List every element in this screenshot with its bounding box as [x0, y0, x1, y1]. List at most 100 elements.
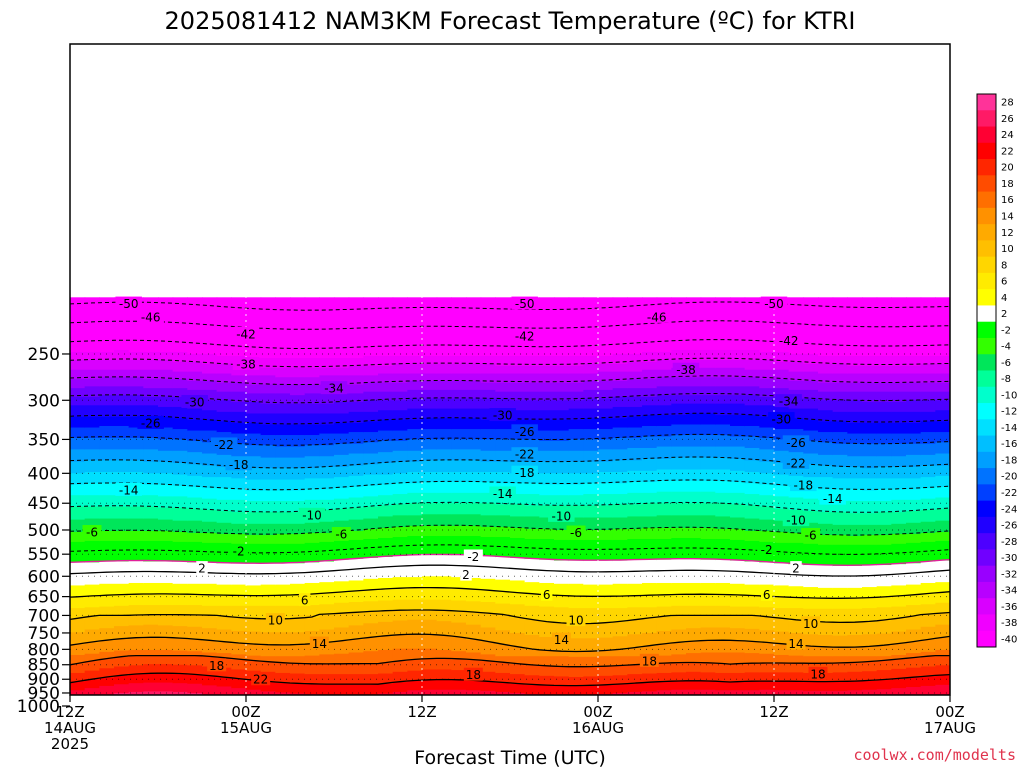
shaded-cell — [671, 515, 687, 529]
shaded-cell — [319, 582, 335, 595]
shaded-cell — [510, 692, 526, 695]
shaded-cell — [304, 489, 320, 501]
shaded-cell — [554, 666, 570, 678]
shaded-cell — [598, 623, 614, 639]
shaded-cell — [216, 373, 232, 384]
shaded-cell — [128, 656, 144, 666]
shaded-cell — [671, 491, 687, 504]
shaded-cell — [304, 478, 320, 490]
shaded-cell — [422, 373, 438, 382]
shaded-cell — [246, 393, 262, 403]
shaded-cell — [392, 515, 408, 528]
shaded-cell — [290, 479, 306, 492]
shaded-cell — [686, 491, 702, 504]
colorbar-swatch — [977, 337, 996, 355]
shaded-cell — [422, 587, 438, 601]
contour-label: -2 — [467, 550, 479, 564]
shaded-cell — [128, 495, 144, 508]
shaded-cell — [774, 681, 790, 691]
shaded-cell — [260, 403, 276, 415]
shaded-cell — [216, 642, 232, 654]
shaded-cell — [744, 595, 760, 608]
shaded-cell — [319, 393, 335, 405]
shaded-cell — [363, 391, 379, 401]
shaded-cell — [246, 468, 262, 481]
shaded-cell — [231, 595, 247, 607]
shaded-cell — [451, 363, 467, 375]
shaded-cell — [847, 400, 863, 413]
shaded-cell — [422, 398, 438, 410]
shaded-cell — [657, 701, 672, 719]
shaded-cell — [524, 634, 540, 650]
shaded-cell — [847, 500, 863, 514]
shaded-cell — [187, 419, 203, 432]
shaded-cell — [348, 684, 364, 695]
shaded-cell — [84, 562, 100, 586]
shaded-cell — [143, 369, 159, 380]
colorbar-tick-label: -34 — [1001, 586, 1017, 597]
shaded-cell — [202, 695, 217, 719]
shaded-cell — [290, 367, 306, 378]
shaded-cell — [99, 616, 115, 629]
shaded-cell — [158, 540, 174, 563]
shaded-cell — [172, 388, 188, 398]
x-tick-label: 00Z — [935, 703, 964, 721]
shaded-cell — [539, 365, 555, 375]
shaded-cell — [466, 363, 482, 375]
shaded-cell — [158, 691, 174, 695]
y-tick-label: 400 — [28, 464, 60, 484]
shaded-cell — [554, 583, 570, 597]
shaded-cell — [583, 389, 599, 400]
shaded-cell — [495, 297, 511, 357]
y-tick-label: 300 — [28, 391, 60, 411]
contour-label-bg — [265, 613, 285, 627]
shaded-cell — [598, 517, 614, 531]
shaded-cell — [759, 495, 775, 508]
shaded-cell — [803, 419, 819, 432]
shaded-cell — [290, 615, 306, 617]
shaded-cell — [480, 461, 496, 473]
shaded-cell — [187, 389, 203, 400]
shaded-cell — [730, 528, 746, 541]
shaded-cell — [334, 443, 350, 456]
shaded-cell — [803, 353, 819, 365]
shaded-cell — [495, 591, 511, 605]
shaded-cell — [334, 401, 350, 415]
shaded-cell — [891, 489, 907, 501]
shaded-cell — [715, 349, 731, 361]
shaded-cell — [495, 419, 511, 430]
shaded-cell — [539, 606, 555, 623]
shaded-cell — [656, 369, 672, 378]
shaded-cell — [935, 592, 950, 604]
shaded-cell — [568, 391, 584, 401]
shaded-cell — [480, 472, 496, 483]
shaded-cell — [70, 473, 86, 486]
shaded-cell — [319, 521, 335, 534]
shaded-cell — [319, 593, 335, 605]
shaded-cell — [202, 615, 218, 629]
shaded-cell — [510, 674, 526, 685]
shaded-cell — [744, 436, 760, 449]
shaded-cell — [172, 541, 188, 563]
shaded-cell — [451, 373, 467, 382]
shaded-cell — [407, 429, 423, 441]
shaded-cell — [612, 583, 628, 598]
shaded-cell — [202, 410, 218, 421]
shaded-cell — [862, 382, 878, 393]
shaded-cell — [392, 373, 408, 384]
shaded-cell — [290, 656, 306, 665]
contour-labels: -50 -50 -50-46 -46-42 -42 -42-38 -38-34-34-30-… — [82, 296, 846, 687]
shaded-cell — [920, 521, 936, 534]
shaded-cell — [114, 626, 130, 640]
shaded-cell — [304, 499, 320, 512]
shaded-cell — [818, 421, 834, 433]
shaded-cell — [495, 704, 510, 719]
shaded-cell — [803, 453, 819, 465]
shaded-cell — [700, 457, 716, 471]
shaded-cell — [524, 382, 540, 393]
shaded-cell — [480, 373, 496, 384]
shaded-cell — [920, 421, 936, 433]
shaded-cell — [84, 670, 100, 680]
shaded-cell — [466, 525, 482, 537]
shaded-cell — [832, 656, 848, 665]
